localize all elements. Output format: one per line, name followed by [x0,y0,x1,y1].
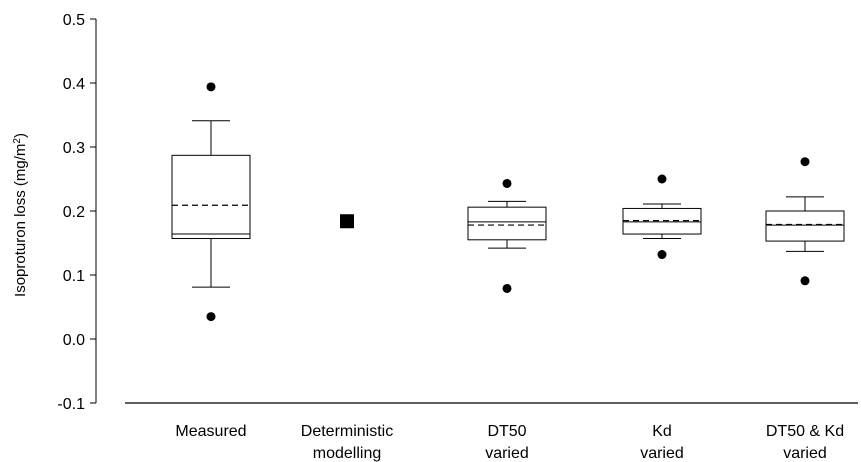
y-tick-label: 0.5 [63,12,85,29]
y-axis-title-end: ) [12,133,29,138]
y-tick-label: 0.4 [63,76,85,93]
y-tick-label: 0.3 [63,140,85,157]
outlier-point [800,276,810,286]
outlier-point [206,312,216,322]
iqr-box [765,210,845,242]
outlier-point [657,250,667,260]
box-group [171,82,251,322]
outlier-point [502,178,512,188]
outlier-point [657,174,667,184]
outlier-point [206,82,216,92]
x-category-label: Kd [652,423,672,440]
y-tick-label: 0.0 [63,332,85,349]
y-axis-title-main: Isoproturon loss (mg/m [12,144,29,297]
y-axis-title: Isoproturon loss (mg/m2) [12,133,30,297]
y-axis: -0.1 0.0 0.1 0.2 0.3 0.4 0.5 [57,12,97,413]
x-axis: Measured Deterministic modelling DT50 varied… [125,402,858,462]
iqr-box [467,206,547,241]
x-category-label-line2: modelling [313,445,381,462]
box-group [467,178,547,293]
y-tick-label: 0.2 [63,204,85,221]
x-category-label-line2: varied [640,445,684,462]
x-category-label-line2: varied [485,445,529,462]
x-category-label: Deterministic [301,423,393,440]
deterministic-point-marker [340,214,354,229]
outlier-point [502,283,512,293]
outlier-point [800,157,810,167]
y-tick-label: -0.1 [57,396,85,413]
box-group [340,214,354,229]
x-category-label: DT50 & Kd [766,423,844,440]
y-tick-label: 0.1 [63,268,85,285]
x-category-label-line2: varied [783,445,827,462]
x-category-label: DT50 [487,423,526,440]
iqr-box [171,154,251,240]
iqr-box [622,207,702,235]
y-axis-title-superscript: 2 [12,138,23,144]
box-group [765,157,845,286]
plot-area [171,82,845,322]
x-category-label: Measured [175,423,246,440]
box-group [622,174,702,260]
